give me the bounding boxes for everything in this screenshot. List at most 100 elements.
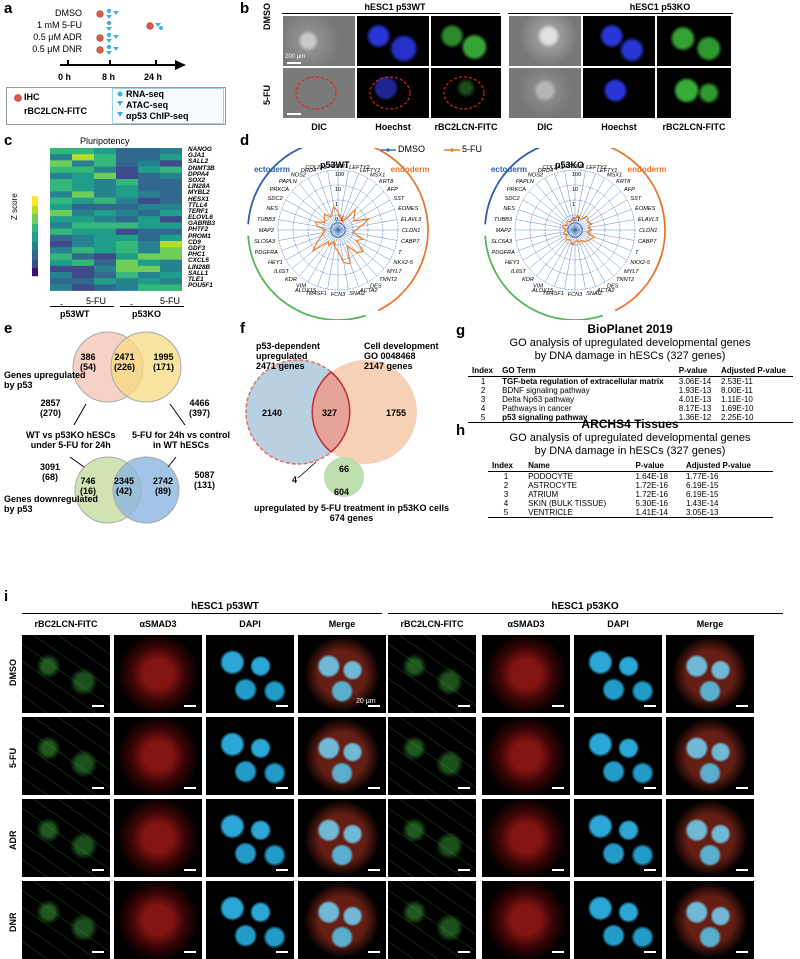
heatmap-cell [50,253,72,260]
radar-gene-label: ACTA2 [596,288,616,294]
b-row-dmso: DMSO [262,3,272,30]
b-scalebar-1 [287,62,301,64]
radar-spoke [337,173,359,231]
heatmap-cell [50,148,72,155]
f-label-ko: upregulated by 5-FU treatment in p53KO c… [254,503,450,523]
germ-layer-label: endoderm [391,165,430,174]
radar-gene-label: LEFTY2 [349,165,370,171]
heatmap-cell [116,241,138,248]
radar-gene-label: TNNT2 [616,277,635,283]
radar-gene-label: ELAVL3 [401,217,422,223]
g-table: Index GO Term P-value Adjusted P-value 1… [468,365,793,423]
heatmap-cell [50,160,72,167]
scalebar [92,869,104,871]
heatmap-cell [94,191,116,198]
gene-label: LIN28A [188,183,211,191]
i-image-merge [298,635,386,713]
heatmap-cell [94,154,116,161]
panel-label-h: h [456,422,466,439]
e-top-right: 1995 (171) [153,352,175,372]
e-bot-right: 2742 (89) [153,476,174,496]
colorbar-segment [32,230,38,233]
heatmap-cell [50,185,72,192]
i-image-red [482,881,570,959]
b-dashed-circles [295,76,485,110]
a-legend-rnaseq: RNA-seq [126,89,165,99]
heatmap-cell [160,247,182,254]
gene-label: HESX1 [188,195,209,203]
radar-gene-label: ELAVL3 [638,217,659,223]
g-th-adj: Adjusted P-value [716,365,793,377]
heatmap-cell [50,203,72,211]
radar-5fu-series [561,214,596,246]
colorbar-segment [32,270,38,273]
c-title: Pluripotency [80,136,130,146]
h-row: 1 PODOCYTE 1.64E-18 1.77E-16 [488,472,773,481]
radar-spoke [518,209,576,231]
b-group-wt-line [282,13,500,14]
i-col-header: rBC2LCN-FITC [400,619,464,629]
f-label-go: Cell development GO 0048468 2147 genes [364,341,439,371]
gene-label: GABRB3 [188,220,215,228]
e-top-left: 386 (54) [80,352,97,372]
g-cell: 1.69E-10 [720,404,754,413]
radar-dmso-series [567,222,583,238]
heatmap-cell [94,278,116,285]
i-image-red [482,717,570,795]
colorbar-segment [32,206,38,209]
f-num-327: 327 [322,408,338,418]
g-cell: Delta Np63 pathway [502,395,575,404]
radar-gene-label: EOMES [398,206,418,212]
heatmap-cell [160,191,182,198]
gene-label: TLE1 [188,275,204,283]
e-side-1: 2857 (270) [40,398,62,418]
radar-spoke [536,229,576,277]
h-th-p: P-value [631,460,682,472]
heatmap-cell [138,179,160,186]
radar-spoke [285,229,339,261]
heatmap-cell [138,247,160,254]
gene-label: POU5F1 [188,282,213,290]
heatmap-cell [50,191,72,198]
radar-tick: 10 [572,187,578,193]
gene-label: LIN28B [188,263,211,271]
i-image-green [22,881,110,959]
g-th-term: GO Term [498,365,675,377]
scalebar [368,787,380,789]
e-bot-mid: 2345 (42) [114,476,135,496]
colorbar-segment [32,234,38,237]
heatmap-cell [160,278,182,285]
heatmap-cell [160,179,182,186]
radar-gene-label: PRDM1 [565,164,585,170]
radar-spoke [285,199,339,231]
i-col-header: Merge [328,619,356,629]
radar-gene-label: SLC6A3 [254,239,276,245]
i-col-header: DAPI [607,619,629,629]
radar-tick: 0.1 [335,217,343,223]
scalebar [458,951,470,953]
scalebar [552,869,564,871]
i-image-red [114,881,202,959]
radar-gene-label: DRD4 [538,168,553,174]
a-row-adr: 0.5 μM ADR [33,32,82,42]
heatmap-cell [160,197,182,205]
colorbar-segment [32,252,38,255]
c-cond-3: - [130,299,133,309]
colorbar-segment [32,224,38,227]
colorbar-segment [32,236,38,239]
radar-spoke [337,219,398,231]
heatmap-cell [160,160,182,167]
radar-gene-label: KRT8 [616,179,631,185]
g-cell: 1.36E-12 [678,413,712,422]
heatmap-cell [160,222,182,229]
radar-gene-label: LEFTY2 [586,165,607,171]
scalebar [184,705,196,707]
heatmap-cell [50,284,72,291]
e-bot-left: 746 (16) [80,476,97,496]
heatmap-cell [50,154,72,161]
i-image-red [482,799,570,877]
radar-gene-label: PDGFRA [492,250,516,256]
heatmap-cell [138,154,160,161]
heatmap-cell [116,148,138,155]
g-row: 1 TGF-beta regulation of extracellular ma… [468,377,793,386]
